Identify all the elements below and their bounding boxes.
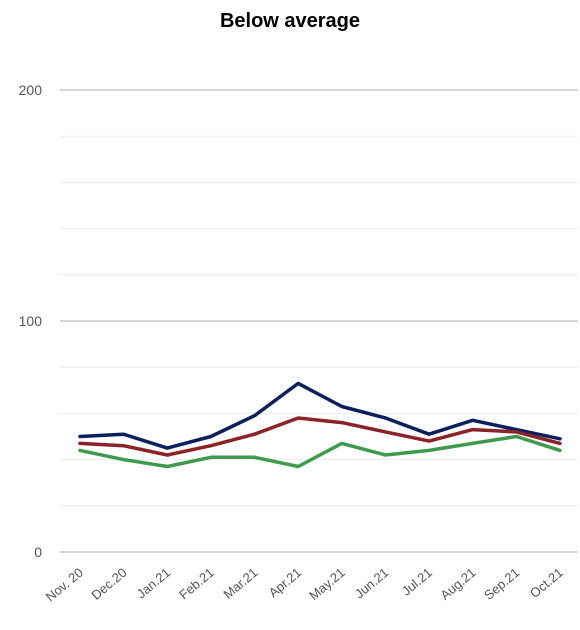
- x-tick-label: Sep.21: [481, 565, 522, 603]
- y-tick-label: 100: [19, 313, 43, 329]
- x-tick-label: Dec.20: [88, 565, 129, 603]
- series-line-2: [78, 416, 562, 457]
- chart-title: Below average: [219, 10, 361, 32]
- x-tick-label: May.21: [306, 565, 348, 603]
- x-tick-label: Jul.21: [399, 565, 435, 599]
- x-tick-label: Mar.21: [220, 565, 260, 602]
- series-line-1: [78, 381, 562, 450]
- x-tick-label: Nov. 20: [43, 565, 86, 605]
- x-tick-label: Jun.21: [352, 565, 392, 602]
- x-tick-label: Apr.21: [266, 565, 304, 601]
- x-tick-label: Aug.21: [437, 565, 478, 603]
- x-tick-label: Jan.21: [134, 565, 174, 602]
- x-tick-label: Feb.21: [176, 565, 217, 603]
- y-tick-label: 200: [19, 82, 43, 98]
- series-line-3: [78, 434, 562, 469]
- y-tick-label: 0: [34, 544, 42, 560]
- x-tick-label: Oct.21: [527, 565, 566, 601]
